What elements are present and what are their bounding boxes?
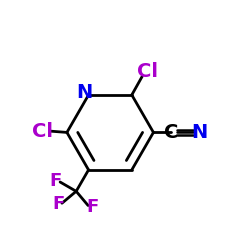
Text: C: C xyxy=(164,123,178,142)
Text: N: N xyxy=(76,84,92,102)
Text: N: N xyxy=(191,123,207,142)
Text: Cl: Cl xyxy=(32,122,54,141)
Text: F: F xyxy=(50,172,62,190)
Text: F: F xyxy=(52,196,64,214)
Text: F: F xyxy=(86,198,99,216)
Text: Cl: Cl xyxy=(137,62,158,82)
